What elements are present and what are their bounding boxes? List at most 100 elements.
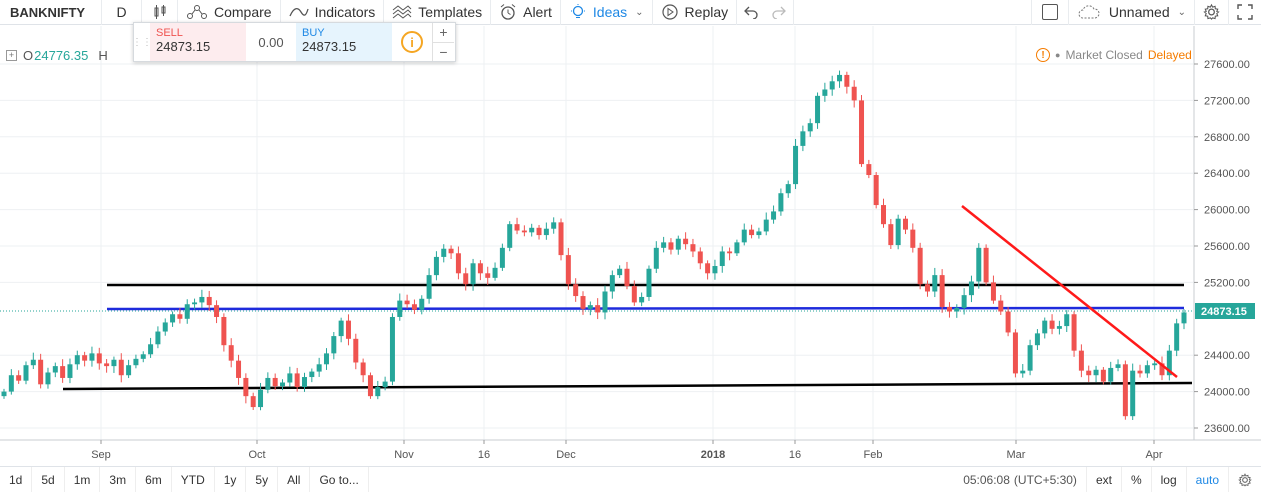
candle-up [133,354,139,369]
candle-body [126,365,132,376]
candle-down [236,354,242,385]
clock-timezone[interactable]: (UTC+5:30) [1013,472,1077,487]
candle-body [1042,320,1048,334]
range-1y[interactable]: 1y [215,466,247,492]
range-5y[interactable]: 5y [246,466,279,492]
alert-button[interactable]: Alert [491,0,561,25]
candle-body [243,377,249,397]
symbol-search[interactable]: BANKNIFTY [0,0,102,25]
candle-up [807,118,813,137]
candle-body [595,305,601,313]
candle-up [551,217,557,234]
candle-body [499,247,505,268]
undo-button[interactable] [737,0,765,25]
indicators-icon [288,8,309,17]
price-label: 27200.00 [1204,95,1250,107]
candle-down [1100,367,1106,385]
candle-body [771,211,777,220]
candle-up [800,125,806,152]
candle-up [1056,320,1062,335]
log-toggle[interactable]: log [1152,466,1187,492]
range-6m[interactable]: 6m [136,466,172,492]
ideas-button[interactable]: Ideas ⌄ [561,0,653,25]
candle-body [661,242,667,248]
decrease-button[interactable]: − [433,41,454,62]
trendline [961,205,1178,378]
candle-body [719,251,725,267]
candle-up [287,366,293,387]
candle-body [1159,363,1165,376]
sell-button[interactable]: SELL 24873.15 [150,23,246,61]
collapse-legend-icon[interactable]: + [6,50,17,61]
price-axis: 27600.00 27200.00 26800.00 26400.00 26000.00… [1193,26,1261,440]
layout-button[interactable]: Unnamed ⌄ [1069,0,1195,25]
candle-body [624,268,630,287]
candle-body [96,353,102,364]
candle-body [448,248,454,254]
candle-body [514,224,520,231]
candle-up [602,285,608,320]
candle-body [822,89,828,96]
chart-style-button[interactable] [142,0,178,25]
time-axis: Sep Oct Nov 16 Dec 2018 16 Feb Mar Apr [0,439,1261,461]
buy-button[interactable]: BUY 24873.15 [296,23,392,61]
templates-button[interactable]: Templates [384,0,492,25]
range-ytd[interactable]: YTD [172,466,215,492]
range-5d[interactable]: 5d [32,466,65,492]
settings-button[interactable] [1195,0,1229,25]
candle-down [250,392,256,410]
ext-toggle[interactable]: ext [1085,466,1122,492]
candle-up [74,350,80,370]
info-button[interactable]: i [392,23,432,61]
candle-up [148,337,154,358]
candle-body [990,282,996,301]
redo-button[interactable] [765,0,795,25]
compare-button[interactable]: Compare [178,0,281,25]
fullscreen-button[interactable] [1229,0,1261,25]
chart-settings-button[interactable] [1229,467,1261,492]
candle-body [551,222,557,229]
range-all[interactable]: All [278,466,311,492]
price-label: 25600.00 [1204,241,1250,253]
candle-up [1,388,7,399]
replay-button[interactable]: Replay [653,0,738,25]
clock: 05:06:08 (UTC+5:30) [954,467,1086,492]
candle-body [148,344,154,355]
time-label: Nov [394,449,414,461]
increase-button[interactable]: + [439,24,448,41]
candle-up [155,326,161,349]
candle-down [96,347,102,370]
buy-label: BUY [302,27,325,39]
interval-button[interactable]: D [102,0,142,25]
range-1m[interactable]: 1m [65,466,101,492]
auto-toggle[interactable]: auto [1187,466,1229,492]
interval-label: D [116,4,127,20]
current-price-label: 24873.15 [1201,306,1247,318]
candle-body [30,359,36,366]
candle-down [595,298,601,320]
candle-body [8,375,14,392]
candle-down [990,275,996,304]
candle-down [1159,356,1165,381]
drag-handle[interactable]: ⋮⋮ [132,36,152,48]
candle-body [301,377,307,388]
candle-body [807,123,813,132]
candle-body [1049,320,1055,329]
range-3m[interactable]: 3m [100,466,137,492]
candle-body [60,366,66,378]
delayed-label[interactable]: Delayed [1147,48,1192,62]
chart-pane[interactable]: 27600.00 27200.00 26800.00 26400.00 26000.00… [0,26,1261,466]
candle-body [485,273,491,278]
candle-body [1034,333,1040,346]
candle-up [1093,365,1099,383]
candle-down [558,218,564,261]
candle-up [30,352,36,370]
price-chart[interactable]: 27600.00 27200.00 26800.00 26400.00 26000.00… [0,26,1261,466]
range-1d[interactable]: 1d [0,466,33,492]
fullscreen-checkbox[interactable] [1030,0,1069,25]
candle-body [1093,369,1099,376]
goto-button[interactable]: Go to... [310,466,369,492]
percent-toggle[interactable]: % [1122,466,1152,492]
indicators-button[interactable]: Indicators [281,0,385,25]
candle-body [433,256,439,276]
